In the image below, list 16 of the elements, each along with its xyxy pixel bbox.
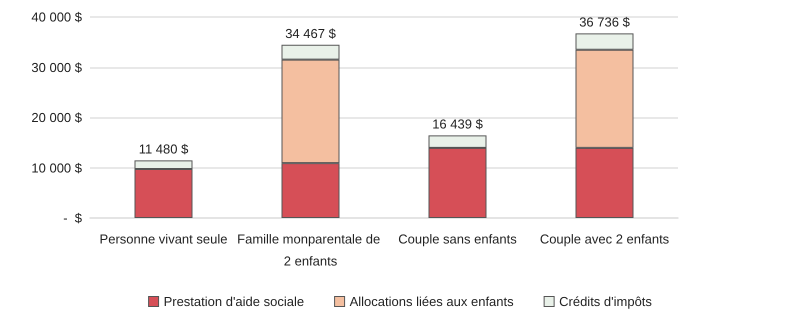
x-tick-label: Couple avec 2 enfants — [540, 232, 670, 246]
y-tick-label: 10 000 $ — [31, 160, 83, 176]
total-label: 36 736 $ — [579, 14, 631, 30]
legend-label: Prestation d'aide sociale — [164, 294, 304, 309]
x-tick-label: Famille monparentale de 2 enfants — [237, 232, 384, 268]
y-tick-label: - $ — [63, 210, 83, 226]
x-tick-label: Personne vivant seule — [100, 232, 228, 246]
total-label: 11 480 $ — [138, 141, 190, 156]
y-tick-label: 40 000 $ — [31, 10, 83, 24]
y-tick-label: 20 000 $ — [31, 110, 83, 125]
legend-label: Crédits d'impôts — [559, 294, 652, 309]
legend-label: Allocations liées aux enfants — [350, 294, 514, 309]
x-tick-label: Couple sans enfants — [398, 232, 518, 246]
total-label: 34 467 $ — [285, 26, 337, 41]
total-label: 16 439 $ — [432, 116, 484, 132]
y-tick-label: 30 000 $ — [31, 60, 83, 75]
